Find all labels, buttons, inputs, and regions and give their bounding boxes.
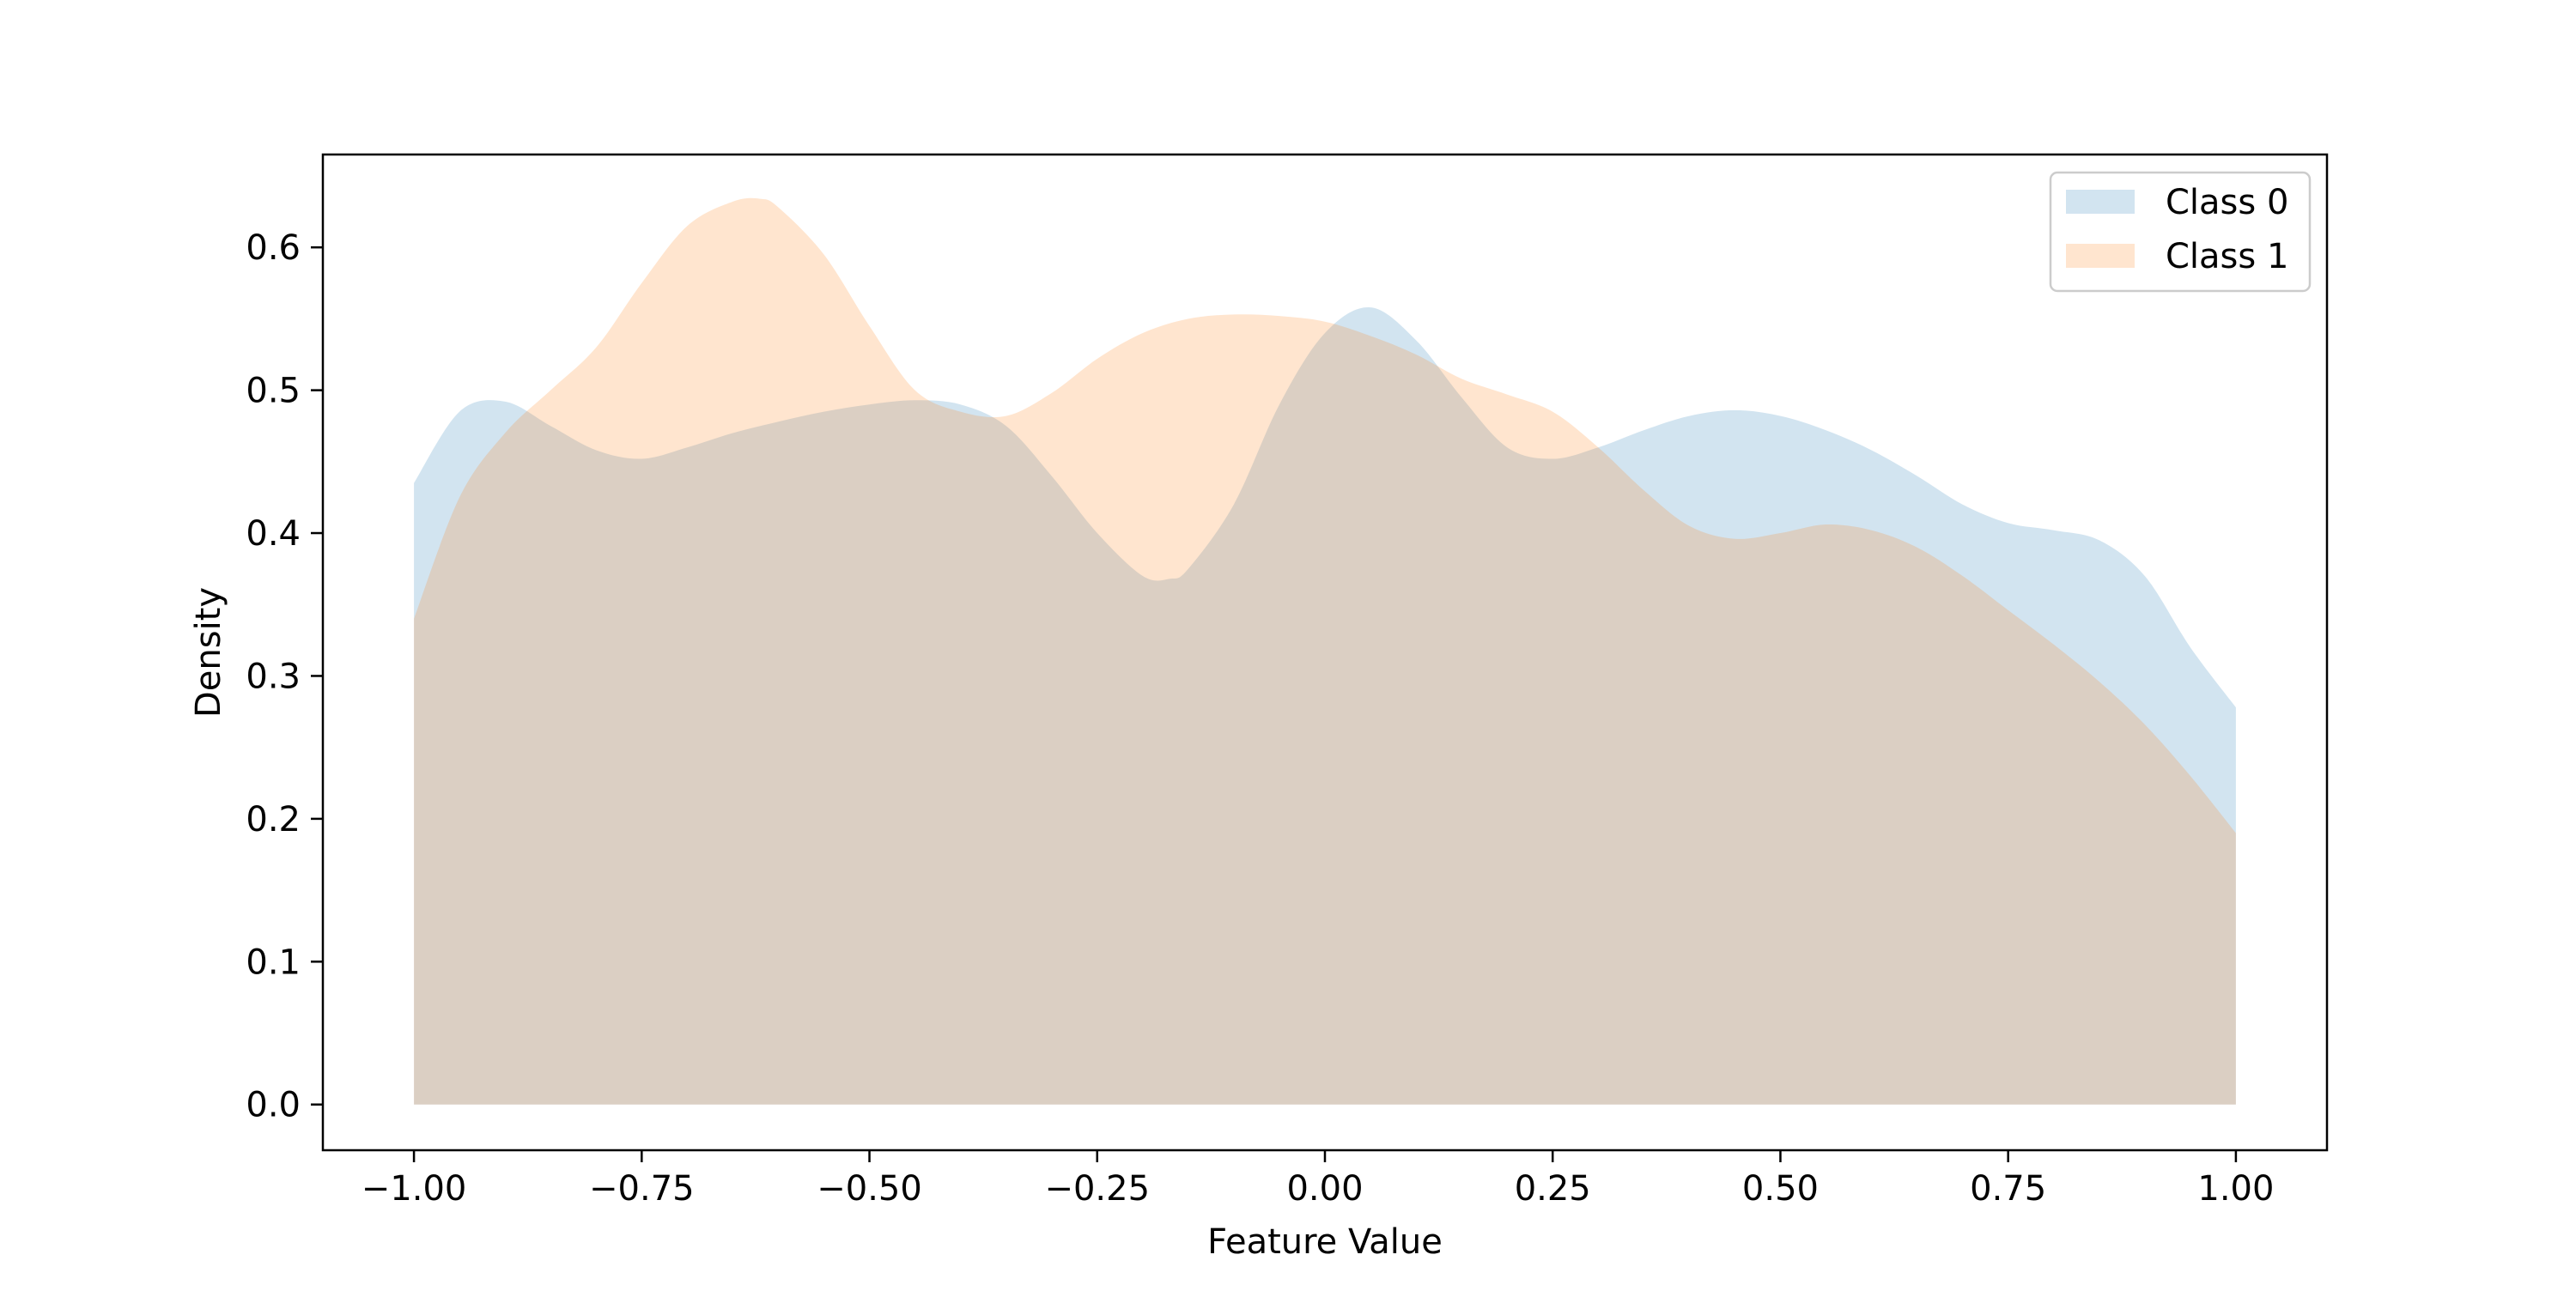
x-tick-label: −0.25 bbox=[1044, 1169, 1150, 1209]
x-tick-label: −1.00 bbox=[361, 1169, 467, 1209]
legend-label-class-0: Class 0 bbox=[2166, 183, 2288, 222]
x-tick-label: −0.50 bbox=[817, 1169, 922, 1209]
x-tick-label: −0.75 bbox=[589, 1169, 695, 1209]
y-tick-label: 0.1 bbox=[246, 942, 301, 982]
y-axis-ticks: 0.0 0.1 0.2 0.3 0.4 0.5 0.6 bbox=[246, 228, 323, 1125]
y-axis-label: Density bbox=[189, 587, 228, 718]
series-areas bbox=[414, 197, 2236, 1105]
legend-frame bbox=[2049, 171, 2312, 293]
y-tick-label: 0.5 bbox=[246, 372, 301, 411]
legend: Class 0 Class 1 bbox=[2049, 171, 2312, 293]
legend-swatch-class-1 bbox=[2066, 244, 2135, 268]
y-tick-label: 0.0 bbox=[246, 1086, 301, 1125]
y-tick-label: 0.2 bbox=[246, 800, 301, 839]
y-tick-label: 0.6 bbox=[246, 228, 301, 268]
x-axis-ticks: −1.00 −0.75 −0.50 −0.25 0.00 0.25 0.50 0.75 1.00 bbox=[361, 1150, 2274, 1209]
y-tick-label: 0.3 bbox=[246, 657, 301, 696]
legend-swatch-class-0 bbox=[2066, 190, 2135, 214]
x-tick-label: 0.75 bbox=[1970, 1169, 2046, 1209]
density-area-class-1 bbox=[414, 197, 2236, 1105]
x-tick-label: 1.00 bbox=[2197, 1169, 2274, 1209]
x-axis-label: Feature Value bbox=[1207, 1222, 1443, 1262]
legend-label-class-1: Class 1 bbox=[2166, 237, 2288, 276]
x-tick-label: 0.00 bbox=[1286, 1169, 1363, 1209]
y-tick-label: 0.4 bbox=[246, 514, 301, 554]
x-tick-label: 0.25 bbox=[1515, 1169, 1591, 1209]
x-tick-label: 0.50 bbox=[1742, 1169, 1819, 1209]
density-area-class-0 bbox=[414, 306, 2236, 1105]
